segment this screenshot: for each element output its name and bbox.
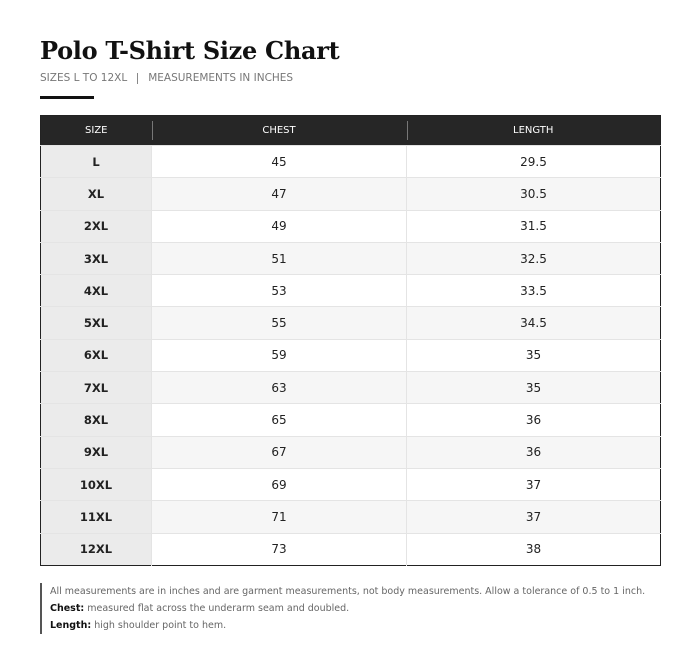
subtitle: SIZES L TO 12XL MEASUREMENTS IN INCHES <box>40 72 293 84</box>
note-line: Length: high shoulder point to hem. <box>50 617 645 634</box>
table-body: L 45 29.5 XL 47 30.5 2XL 49 31.5 3XL 51 32.5 4XL 53 33… <box>40 144 661 566</box>
title-rule <box>40 96 94 99</box>
measure-cell: 32.5 <box>406 241 661 275</box>
size-cell: 8XL <box>40 403 152 437</box>
size-cell: 6XL <box>40 338 152 372</box>
table-row: 2XL 49 31.5 <box>40 209 661 243</box>
table-row: 4XL 53 33.5 <box>40 274 661 307</box>
measure-cell: 37 <box>406 500 661 534</box>
measure-cell: 49 <box>151 209 407 243</box>
measure-cell: 37 <box>406 467 661 501</box>
note-text: All measurements are in inches and are g… <box>50 586 646 597</box>
table-row: 8XL 65 36 <box>40 403 661 437</box>
table-row: 10XL 69 37 <box>40 467 661 501</box>
note-text: measured flat across the underarm seam a… <box>87 603 350 614</box>
measure-cell: 30.5 <box>406 177 661 211</box>
measure-cell: 35 <box>406 371 661 404</box>
measure-cell: 33.5 <box>406 274 661 307</box>
measure-cell: 69 <box>151 467 407 501</box>
measure-cell: 45 <box>151 144 407 178</box>
notes: All measurements are in inches and are g… <box>40 583 645 634</box>
measure-cell: 65 <box>151 403 407 437</box>
subtitle-part: SIZES L TO 12XL <box>40 72 128 84</box>
table-row: XL 47 30.5 <box>40 177 661 211</box>
size-cell: 5XL <box>40 306 152 340</box>
size-cell: 3XL <box>40 241 152 275</box>
size-cell: 11XL <box>40 500 152 534</box>
size-cell: 7XL <box>40 371 152 404</box>
measure-cell: 35 <box>406 338 661 372</box>
measure-cell: 34.5 <box>406 306 661 340</box>
measure-cell: 59 <box>151 338 407 372</box>
header-row: SIZE CHEST LENGTH <box>40 115 661 146</box>
column-header: LENGTH <box>406 115 661 146</box>
title: Polo T-Shirt Size Chart <box>40 36 340 65</box>
measure-cell: 51 <box>151 241 407 275</box>
table-row: 6XL 59 35 <box>40 338 661 372</box>
note-label: Chest: <box>50 603 85 614</box>
table-row: 9XL 67 36 <box>40 435 661 469</box>
size-cell: 2XL <box>40 209 152 243</box>
table-row: 11XL 71 37 <box>40 500 661 534</box>
subtitle-part: MEASUREMENTS IN INCHES <box>148 72 294 84</box>
note-label: Length: <box>50 620 92 631</box>
size-table: SIZE CHEST LENGTH L 45 29.5 XL 47 30.5 2XL 49 31.5… <box>40 115 661 566</box>
column-header: CHEST <box>151 115 407 146</box>
table-row: L 45 29.5 <box>40 144 661 178</box>
size-cell: XL <box>40 177 152 211</box>
measure-cell: 29.5 <box>406 144 661 178</box>
size-cell: 12XL <box>40 532 152 566</box>
size-cell: 10XL <box>40 467 152 501</box>
size-cell: L <box>40 144 152 178</box>
note-line: All measurements are in inches and are g… <box>50 583 645 600</box>
measure-cell: 73 <box>151 532 407 566</box>
size-cell: 4XL <box>40 274 152 307</box>
measure-cell: 36 <box>406 403 661 437</box>
measure-cell: 67 <box>151 435 407 469</box>
separator <box>137 72 139 84</box>
table-row: 3XL 51 32.5 <box>40 241 661 275</box>
measure-cell: 63 <box>151 371 407 404</box>
measure-cell: 53 <box>151 274 407 307</box>
size-cell: 9XL <box>40 435 152 469</box>
column-header: SIZE <box>40 115 152 146</box>
table-row: 12XL 73 38 <box>40 532 661 566</box>
table-row: 5XL 55 34.5 <box>40 306 661 340</box>
measure-cell: 36 <box>406 435 661 469</box>
measure-cell: 31.5 <box>406 209 661 243</box>
note-line: Chest: measured flat across the underarm… <box>50 600 645 617</box>
note-text: high shoulder point to hem. <box>94 620 227 631</box>
measure-cell: 47 <box>151 177 407 211</box>
measure-cell: 38 <box>406 532 661 566</box>
table-row: 7XL 63 35 <box>40 371 661 404</box>
measure-cell: 55 <box>151 306 407 340</box>
measure-cell: 71 <box>151 500 407 534</box>
